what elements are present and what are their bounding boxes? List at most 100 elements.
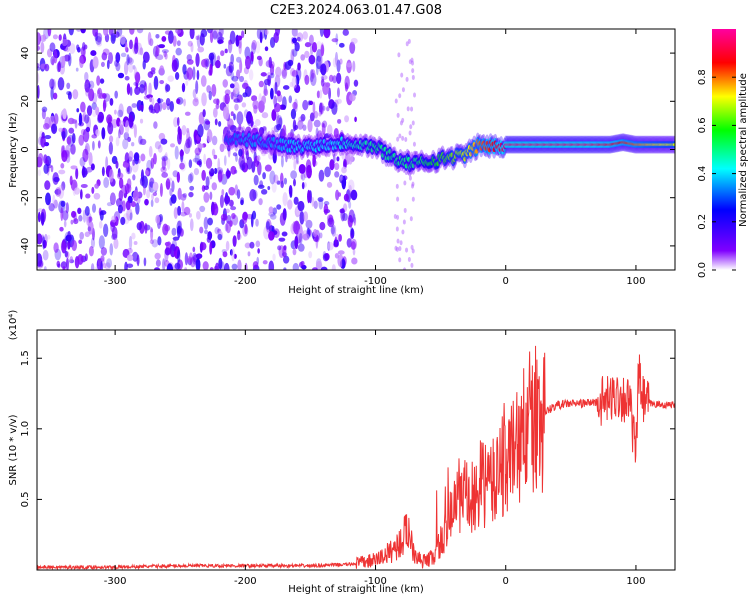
noise-blob [225,170,232,178]
noise-blob [322,251,327,259]
noise-blob [129,212,133,221]
noise-blob [68,43,76,54]
noise-blob [151,97,155,106]
noise-blob [43,266,47,270]
noise-blob [401,135,405,141]
noise-blob [199,205,206,213]
noise-blob [97,111,105,123]
noise-blob [176,225,181,239]
noise-blob [251,95,258,102]
noise-blob [267,74,271,87]
noise-blob [194,147,201,156]
noise-blob [40,135,46,148]
noise-blob [249,241,255,249]
noise-blob [118,189,124,201]
ridge-core [272,137,276,143]
noise-blob [202,261,209,270]
noise-blob [336,156,340,162]
noise-blob [291,29,298,37]
noise-blob [273,82,278,95]
noise-blob [102,99,107,112]
noise-blob [74,187,81,195]
noise-blob [101,52,108,61]
noise-blob [256,55,262,61]
noise-blob [273,32,279,44]
noise-blob [308,100,311,106]
noise-blob [168,30,174,44]
noise-blob [150,227,154,241]
noise-blob [128,235,133,250]
noise-blob [86,216,90,226]
noise-blob [84,231,90,238]
noise-blob [262,172,266,180]
noise-blob [189,29,195,40]
noise-blob [305,219,313,229]
noise-blob [44,63,50,72]
noise-blob [165,98,171,107]
noise-blob [218,257,223,270]
noise-blob [212,30,218,40]
noise-blob [228,61,232,73]
noise-blob [344,115,350,123]
noise-blob [66,136,72,145]
noise-blob [87,220,94,235]
noise-blob [253,104,258,114]
noise-blob [281,231,288,237]
noise-blob [327,241,334,251]
noise-blob [136,29,144,34]
noise-blob [109,97,114,106]
noise-blob [223,63,227,69]
noise-blob [217,170,223,183]
noise-blob [402,219,406,225]
noise-blob [79,55,84,69]
noise-blob [396,112,400,118]
noise-blob [343,193,350,202]
noise-blob [173,116,179,128]
noise-blob [332,75,337,84]
noise-blob [131,232,136,240]
noise-blob [283,267,287,270]
colorbar: 0.0 0.2 0.4 0.6 0.8 Normalized spectral ampl… [697,29,749,278]
noise-blob [161,172,168,178]
noise-blob [157,97,161,104]
y-tick-label: 1.0 [20,421,31,437]
noise-blob [199,33,205,46]
noise-blob [37,32,42,46]
noise-blob [297,120,304,130]
noise-blob [90,237,96,249]
noise-blob [298,228,304,240]
noise-blob [408,59,412,65]
noise-blob [308,54,316,65]
noise-blob [323,203,329,216]
noise-blob [337,250,345,255]
noise-blob [149,97,153,103]
noise-blob [403,207,407,213]
noise-blob [275,114,283,128]
noise-blob [272,95,277,105]
noise-blob [238,123,242,131]
noise-blob [77,253,84,265]
noise-blob [351,257,358,265]
noise-blob [44,180,51,191]
noise-blob [94,183,99,189]
noise-blob [139,80,147,88]
noise-blob [337,118,342,124]
noise-blob [151,239,159,248]
noise-blob [268,56,273,69]
noise-blob [55,187,62,197]
noise-blob [230,91,234,100]
noise-blob [183,142,191,155]
noise-blob [184,267,188,270]
snr-y-scale-label: (x10⁴) [8,310,19,341]
noise-blob [61,55,66,67]
noise-blob [126,54,130,66]
noise-blob [159,183,163,197]
noise-blob [50,165,54,173]
noise-blob [97,87,103,99]
noise-blob [411,181,415,187]
noise-blob [404,136,408,142]
noise-blob [213,167,218,175]
x-tick-label: -300 [104,576,127,587]
